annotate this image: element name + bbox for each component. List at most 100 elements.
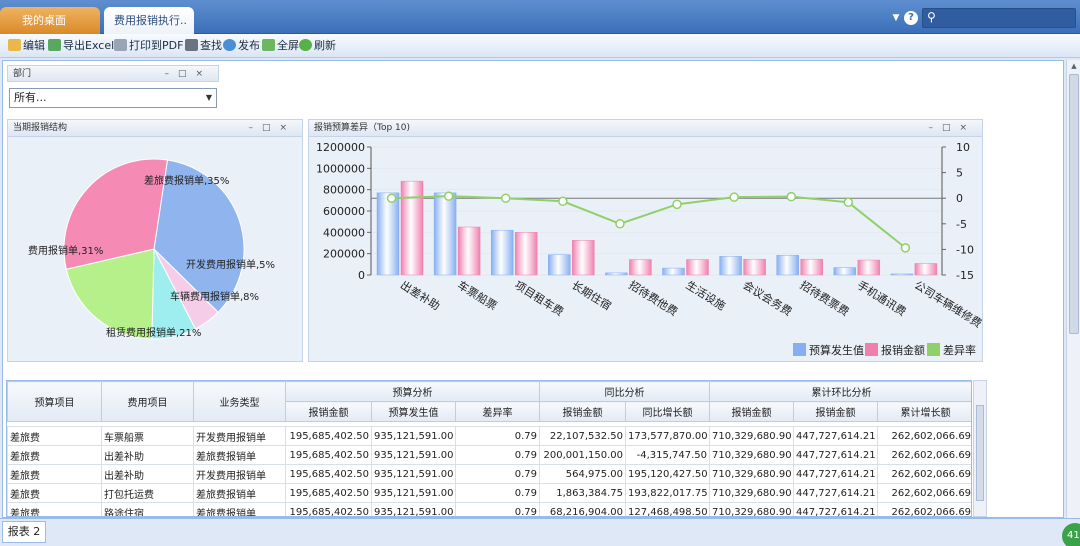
help-icon[interactable]: ? bbox=[904, 11, 918, 25]
col-sub-header[interactable]: 预算发生值 bbox=[371, 401, 456, 422]
table-cell: 262,602,066.69 bbox=[877, 426, 971, 446]
page-scrollbar[interactable]: ▲ bbox=[1066, 60, 1080, 518]
bar[interactable] bbox=[376, 192, 400, 276]
bar[interactable] bbox=[776, 255, 799, 276]
line-point[interactable] bbox=[672, 199, 682, 210]
bar[interactable] bbox=[662, 267, 685, 276]
y-tick-label: 600000 bbox=[323, 205, 365, 218]
col-sub-header[interactable]: 报销金额 bbox=[539, 401, 627, 422]
bar[interactable] bbox=[743, 258, 766, 276]
table-row[interactable]: 差旅费 路途住宿 差旅费报销单 195,685,402.50 935,121,591.0… bbox=[7, 502, 971, 516]
line-point[interactable] bbox=[386, 193, 397, 203]
toolbar: 编辑 导出Excel 打印到PDF 查找 发布 全屏 刷新 bbox=[0, 34, 1080, 58]
table-row[interactable]: 差旅费 打包托运费 差旅费报销单 195,685,402.50 935,121,591.… bbox=[7, 483, 971, 503]
bar[interactable] bbox=[400, 180, 424, 276]
bar[interactable] bbox=[890, 273, 914, 276]
line-point[interactable] bbox=[729, 192, 739, 202]
col-sub-header[interactable]: 差异率 bbox=[454, 401, 541, 422]
bar[interactable] bbox=[857, 259, 881, 276]
find-button[interactable]: 查找 bbox=[185, 38, 222, 54]
table-cell: 0.79 bbox=[454, 445, 541, 465]
notification-badge[interactable]: 41 bbox=[1062, 523, 1080, 546]
line-point[interactable] bbox=[558, 196, 568, 207]
dept-select[interactable]: 所有... ▼ bbox=[9, 88, 217, 108]
line-point[interactable] bbox=[443, 191, 454, 201]
grid-scrollbar[interactable] bbox=[973, 380, 987, 517]
dept-panel-header: 部门 –□× bbox=[7, 65, 219, 82]
line-point[interactable] bbox=[843, 197, 854, 208]
bar[interactable] bbox=[605, 272, 628, 276]
bar[interactable] bbox=[490, 229, 514, 276]
window-controls[interactable]: –□× bbox=[164, 69, 212, 79]
table-cell: 22,107,532.50 bbox=[539, 426, 627, 446]
publish-button[interactable]: 发布 bbox=[223, 38, 260, 54]
table-cell: 差旅费报销单 bbox=[193, 502, 286, 516]
page-scroll-thumb[interactable] bbox=[1069, 74, 1079, 334]
pencil-icon bbox=[8, 39, 21, 51]
col-sub-header[interactable]: 累计增长额 bbox=[877, 401, 971, 422]
print-pdf-button[interactable]: 打印到PDF bbox=[114, 38, 183, 54]
table-cell: 车票船票 bbox=[101, 426, 194, 446]
col-group-budget: 预算分析 bbox=[284, 381, 541, 402]
window-controls[interactable]: –□× bbox=[928, 123, 976, 133]
tab-expense-execution[interactable]: 费用报销执行.. bbox=[104, 7, 194, 34]
data-grid: 预算项目 费用项目 业务类型 预算分析 同比分析 累计环比分析 报销金额 预算发… bbox=[6, 380, 972, 517]
fullscreen-button[interactable]: 全屏 bbox=[262, 38, 299, 54]
bar[interactable] bbox=[433, 192, 457, 276]
bar[interactable] bbox=[719, 256, 742, 276]
table-row[interactable]: 差旅费 出差补助 开发费用报销单 195,685,402.50 935,121,591.… bbox=[7, 464, 971, 484]
bar[interactable] bbox=[800, 258, 823, 276]
bar-panel: 报销预算差异（Top 10) –□× 1200000 1000000 800000 6… bbox=[308, 119, 985, 362]
y-tick-label: 800000 bbox=[323, 184, 365, 197]
bar[interactable] bbox=[514, 232, 538, 276]
bar[interactable] bbox=[629, 259, 652, 276]
bar[interactable] bbox=[686, 259, 709, 276]
col-sub-header[interactable]: 同比增长额 bbox=[625, 401, 711, 422]
table-cell: 0.79 bbox=[454, 483, 541, 503]
table-cell: 差旅费 bbox=[7, 464, 102, 484]
table-cell: 262,602,066.69 bbox=[877, 445, 971, 465]
table-cell: 935,121,591.00 bbox=[371, 464, 456, 484]
table-cell: 0.79 bbox=[454, 502, 541, 516]
window-controls[interactable]: –□× bbox=[248, 123, 296, 133]
export-excel-button[interactable]: 导出Excel bbox=[48, 38, 114, 54]
col-sub-header[interactable]: 报销金额 bbox=[285, 401, 372, 422]
legend-swatch bbox=[793, 343, 806, 356]
col-sub-header[interactable]: 报销金额 bbox=[793, 401, 879, 422]
table-row[interactable]: 差旅费 车票船票 开发费用报销单 195,685,402.50 935,121,591.… bbox=[7, 426, 971, 446]
table-row[interactable]: 差旅费 出差补助 差旅费报销单 195,685,402.50 935,121,591.0… bbox=[7, 445, 971, 465]
caret-down-icon[interactable]: ▼ bbox=[892, 13, 900, 23]
line-point[interactable] bbox=[615, 219, 625, 229]
bar[interactable] bbox=[914, 263, 938, 276]
col-expense-item[interactable]: 费用项目 bbox=[101, 381, 194, 422]
pie-slice[interactable] bbox=[153, 159, 245, 313]
bar[interactable] bbox=[548, 254, 571, 276]
pie-slice[interactable] bbox=[65, 248, 155, 340]
y2-tick-label: -5 bbox=[956, 218, 967, 231]
refresh-button[interactable]: 刷新 bbox=[299, 38, 336, 54]
x-tick-label: 公司车辆维修费 bbox=[912, 278, 982, 331]
tab-my-desktop[interactable]: 我的桌面 bbox=[0, 7, 100, 34]
line-point[interactable] bbox=[900, 243, 911, 253]
excel-icon bbox=[48, 39, 61, 51]
col-biz-type[interactable]: 业务类型 bbox=[193, 381, 286, 422]
pie-slice[interactable] bbox=[63, 158, 169, 270]
bar[interactable] bbox=[572, 240, 595, 276]
line-series bbox=[391, 195, 907, 249]
line-point[interactable] bbox=[786, 191, 796, 202]
edit-button[interactable]: 编辑 bbox=[8, 38, 45, 54]
line-point[interactable] bbox=[501, 193, 511, 203]
bar[interactable] bbox=[457, 226, 481, 276]
table-cell: 195,120,427.50 bbox=[625, 464, 711, 484]
col-budget-item[interactable]: 预算项目 bbox=[7, 381, 102, 422]
bar[interactable] bbox=[833, 267, 857, 276]
col-sub-header[interactable]: 报销金额 bbox=[709, 401, 795, 422]
col-group-yoy: 同比分析 bbox=[539, 381, 711, 402]
grid-scroll-thumb[interactable] bbox=[976, 405, 984, 501]
search-input[interactable]: ⚲ bbox=[922, 8, 1076, 28]
scroll-up-icon[interactable]: ▲ bbox=[1071, 62, 1077, 70]
y2-tick-label: 5 bbox=[956, 167, 963, 180]
table-cell: 447,727,614.21 bbox=[793, 464, 879, 484]
sheet-tab[interactable]: 报表 2 bbox=[2, 521, 46, 543]
table-cell: 差旅费报销单 bbox=[193, 483, 286, 503]
